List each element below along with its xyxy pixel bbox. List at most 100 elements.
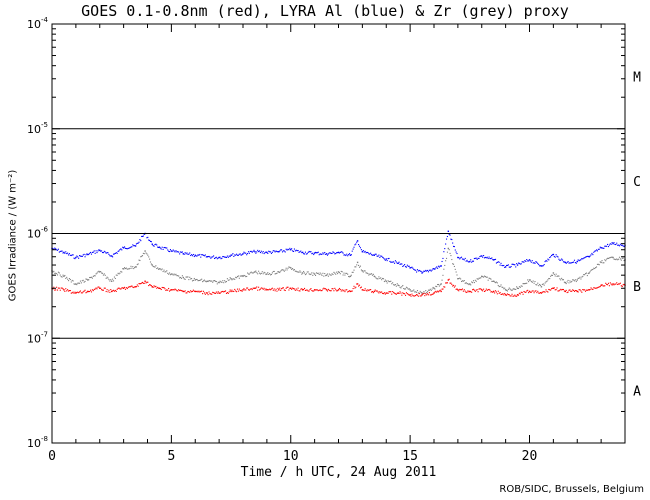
data-dot — [128, 268, 130, 270]
data-dot — [425, 293, 427, 295]
data-dot — [164, 288, 166, 290]
data-point — [313, 289, 316, 291]
data-dot — [56, 249, 59, 251]
data-dot — [127, 247, 129, 250]
data-point — [206, 256, 208, 258]
data-dot — [419, 295, 421, 297]
data-dot — [339, 288, 341, 290]
data-dot — [62, 288, 64, 290]
data-dot — [212, 291, 214, 293]
data-dot — [180, 277, 183, 279]
data-point — [75, 292, 77, 294]
data-dot — [299, 290, 301, 292]
data-dot — [487, 289, 489, 291]
data-dot — [362, 250, 364, 252]
data-dot — [247, 287, 249, 289]
x-tick-label: 15 — [402, 449, 418, 464]
data-dot — [225, 290, 227, 292]
data-dot — [132, 286, 134, 288]
data-dot — [398, 261, 400, 263]
data-dot — [591, 269, 593, 271]
data-point — [325, 289, 328, 291]
data-dot — [112, 289, 115, 291]
data-dot — [565, 289, 567, 291]
data-dot — [131, 246, 133, 248]
data-dot — [93, 288, 95, 291]
data-dot — [323, 275, 325, 277]
data-dot — [474, 257, 476, 259]
data-dot — [569, 289, 571, 291]
data-dot — [352, 248, 354, 250]
data-dot — [198, 290, 200, 292]
data-dot — [227, 256, 229, 258]
data-dot — [322, 288, 324, 290]
data-dot — [331, 288, 333, 290]
data-dot — [616, 282, 618, 284]
data-dot — [172, 289, 174, 291]
data-dot — [380, 255, 382, 257]
data-dot — [539, 292, 542, 294]
data-dot — [89, 276, 91, 279]
data-dot — [594, 250, 596, 252]
data-dot — [93, 250, 95, 252]
data-dot — [566, 291, 568, 294]
data-dot — [148, 256, 150, 258]
data-dot — [83, 253, 85, 255]
data-point — [144, 250, 146, 252]
data-dot — [420, 270, 422, 272]
data-dot — [229, 289, 231, 291]
data-dot — [157, 287, 160, 289]
data-dot — [166, 270, 168, 272]
data-dot — [203, 279, 205, 281]
data-dot — [101, 289, 104, 291]
data-dot — [96, 288, 98, 290]
data-dot — [272, 250, 274, 252]
data-point — [600, 261, 602, 264]
data-dot — [326, 290, 329, 292]
data-dot — [269, 289, 272, 291]
data-dot — [77, 291, 79, 293]
data-dot — [371, 274, 374, 276]
data-dot — [384, 259, 386, 261]
data-dot — [241, 254, 243, 256]
data-dot — [344, 274, 346, 276]
data-dot — [621, 257, 623, 259]
data-dot — [582, 258, 584, 260]
data-dot — [413, 289, 415, 291]
data-dot — [556, 255, 558, 257]
data-dot — [291, 288, 293, 290]
data-dot — [388, 280, 390, 283]
data-dot — [398, 292, 400, 294]
data-dot — [312, 290, 314, 292]
data-dot — [406, 293, 408, 295]
data-dot — [346, 289, 348, 291]
data-dot — [381, 279, 383, 281]
data-dot — [404, 293, 406, 295]
data-dot — [496, 293, 498, 295]
data-dot — [489, 289, 491, 291]
data-dot — [208, 280, 210, 282]
data-dot — [488, 277, 490, 279]
data-dot — [317, 251, 319, 253]
data-dot — [234, 288, 236, 290]
data-dot — [156, 244, 158, 246]
data-dot — [523, 290, 525, 293]
data-dot — [570, 290, 572, 292]
data-dot — [372, 254, 374, 256]
data-dot — [235, 254, 237, 256]
data-dot — [315, 272, 318, 274]
data-dot — [391, 283, 393, 285]
data-dot — [90, 253, 93, 255]
data-dot — [399, 291, 401, 293]
data-dot — [617, 283, 619, 286]
data-dot — [617, 244, 619, 246]
data-dot — [306, 289, 308, 291]
data-dot — [303, 288, 305, 291]
data-dot — [285, 267, 287, 269]
data-dot — [475, 280, 477, 282]
data-dot — [352, 271, 354, 273]
data-dot — [494, 292, 496, 294]
data-dot — [124, 268, 127, 270]
data-point — [373, 275, 376, 278]
